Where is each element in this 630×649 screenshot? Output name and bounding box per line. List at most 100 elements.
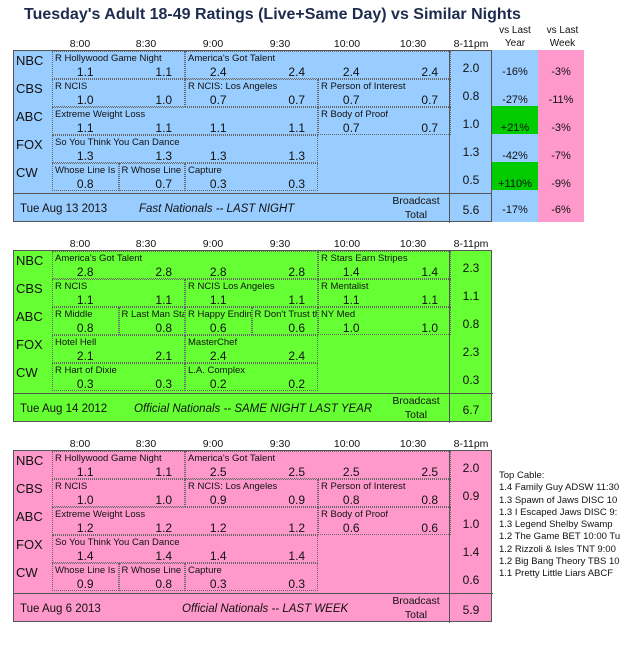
show-cell: R Don't Trust the B xyxy=(251,307,318,335)
rating-value: 1.0 xyxy=(155,93,173,107)
rating-value: 2.1 xyxy=(155,349,173,363)
rating-value: 0.7 xyxy=(209,93,227,107)
rating-value: 1.2 xyxy=(155,521,173,535)
show-name: R Don't Trust the B xyxy=(254,309,318,320)
rating-value: 1.4 xyxy=(76,549,94,563)
rating-value: 1.3 xyxy=(155,149,173,163)
vs-last-week-cell: -3% xyxy=(538,106,584,134)
show-name: R NCIS: Los Angeles xyxy=(188,481,278,492)
show-name: R Hollywood Game Night xyxy=(55,53,162,64)
total-column-divider xyxy=(449,251,450,423)
show-name: R NCIS xyxy=(55,281,88,292)
rating-value: 1.3 xyxy=(288,149,306,163)
show-cell: So You Think You Can Dance xyxy=(52,535,318,563)
row-total: 2.3 xyxy=(462,261,480,275)
rating-value: 1.1 xyxy=(76,121,94,135)
rating-value: 0.6 xyxy=(209,321,227,335)
top-cable-item: 1.3 Spawn of Jaws DISC 10 xyxy=(499,494,618,506)
show-name: So You Think You Can Dance xyxy=(55,537,180,548)
rating-value: 0.3 xyxy=(209,177,227,191)
time-label: 9:00 xyxy=(202,238,224,250)
rating-value: 1.1 xyxy=(421,293,439,307)
rating-value: 0.2 xyxy=(209,377,227,391)
show-cell: R Hart of Dixie xyxy=(52,363,185,391)
show-name: NY Med xyxy=(321,309,356,320)
rating-value: 0.7 xyxy=(155,177,173,191)
time-label: 9:30 xyxy=(269,238,291,250)
rating-value: 1.0 xyxy=(421,321,439,335)
rating-value: 2.8 xyxy=(288,265,306,279)
broadcast-total-label: Broadcast Total xyxy=(392,395,440,421)
top-cable-header: Top Cable: xyxy=(499,470,545,481)
total-column-divider xyxy=(449,51,450,223)
rating-value: 0.9 xyxy=(76,577,94,591)
network-label: ABC xyxy=(16,309,43,324)
top-cable-item: 1.3 I Escaped Jaws DISC 9: xyxy=(499,506,618,518)
time-label: 9:30 xyxy=(269,38,291,50)
row-total: 0.8 xyxy=(462,89,480,103)
rating-value: 2.1 xyxy=(76,349,94,363)
show-name: R Body of Proof xyxy=(321,509,389,520)
row-total: 1.0 xyxy=(462,517,480,531)
vs-last-week-cell: -3% xyxy=(538,50,584,78)
rating-value: 1.1 xyxy=(209,293,227,307)
rating-value: 1.1 xyxy=(76,65,94,79)
show-cell: MasterChef xyxy=(185,335,318,363)
footer-label: Official Nationals -- LAST WEEK xyxy=(182,603,349,615)
show-name: R Hart of Dixie xyxy=(55,365,117,376)
show-name: Extreme Weight Loss xyxy=(55,509,146,520)
vs-last-year-cell: +110% xyxy=(492,162,538,190)
footer-divider xyxy=(14,593,493,594)
rating-value: 0.2 xyxy=(288,377,306,391)
show-cell: R Happy Endings xyxy=(185,307,252,335)
show-cell: R NCIS: Los Angeles xyxy=(185,479,318,507)
broadcast-total-label: Broadcast Total xyxy=(392,195,440,221)
ratings-panel-lastyear: NBC America's Got Talent R Stars Earn Stri… xyxy=(13,250,493,423)
show-cell: R NCIS Los Angeles xyxy=(185,279,318,307)
time-label: 8:30 xyxy=(135,438,157,450)
vs-last-week-header: vs Last Week xyxy=(546,25,579,49)
rating-value: 0.7 xyxy=(342,121,360,135)
time-label: 10:30 xyxy=(399,38,427,50)
show-name: MasterChef xyxy=(188,337,238,348)
show-name: Capture xyxy=(188,565,222,576)
vs-last-week-cell: -9% xyxy=(538,162,584,190)
rating-value: 1.3 xyxy=(76,149,94,163)
show-cell: Whose Line Is It Anyway xyxy=(52,563,119,591)
top-cable-list: Top Cable: 1.4 Family Guy ADSW 11:30 1.3 S… xyxy=(499,470,630,581)
show-cell: America's Got Talent xyxy=(52,251,318,279)
footer-date: Tue Aug 14 2012 xyxy=(20,403,108,415)
show-name: L.A. Complex xyxy=(188,365,246,376)
vs-last-year-cell: -16% xyxy=(492,50,538,78)
rating-value: 1.1 xyxy=(288,121,306,135)
rating-value: 0.7 xyxy=(421,93,439,107)
row-total: 2.0 xyxy=(462,61,480,75)
rating-value: 1.0 xyxy=(76,493,94,507)
rating-value: 0.8 xyxy=(421,493,439,507)
footer-date: Tue Aug 13 2013 xyxy=(20,203,108,215)
network-label: FOX xyxy=(16,137,43,152)
rating-value: 0.8 xyxy=(76,177,94,191)
rating-value: 0.9 xyxy=(288,493,306,507)
rating-value: 0.6 xyxy=(288,321,306,335)
show-name: R NCIS xyxy=(55,481,88,492)
show-cell: R Body of Proof xyxy=(318,107,451,135)
show-name: America's Got Talent xyxy=(188,453,276,464)
show-cell: R Mentalist xyxy=(318,279,451,307)
show-cell: R Hollywood Game Night xyxy=(52,451,185,479)
rating-value: 0.6 xyxy=(421,521,439,535)
time-label: 10:30 xyxy=(399,238,427,250)
row-divider xyxy=(14,391,493,392)
footer-divider xyxy=(14,193,493,194)
show-cell: L.A. Complex xyxy=(185,363,318,391)
row-divider xyxy=(14,191,493,192)
show-cell: R Body of Proof xyxy=(318,507,451,535)
time-label: 9:00 xyxy=(202,38,224,50)
footer-label: Official Nationals -- SAME NIGHT LAST YE… xyxy=(134,403,373,415)
top-cable-item: 1.2 Big Bang Theory TBS 10 xyxy=(499,556,620,568)
row-total: 2.3 xyxy=(462,345,480,359)
footer-divider xyxy=(14,393,493,394)
ratings-panel-tonight: NBC R Hollywood Game Night America's Got T… xyxy=(13,50,493,223)
show-name: R NCIS Los Angeles xyxy=(188,281,275,292)
rating-value: 2.5 xyxy=(342,465,360,479)
